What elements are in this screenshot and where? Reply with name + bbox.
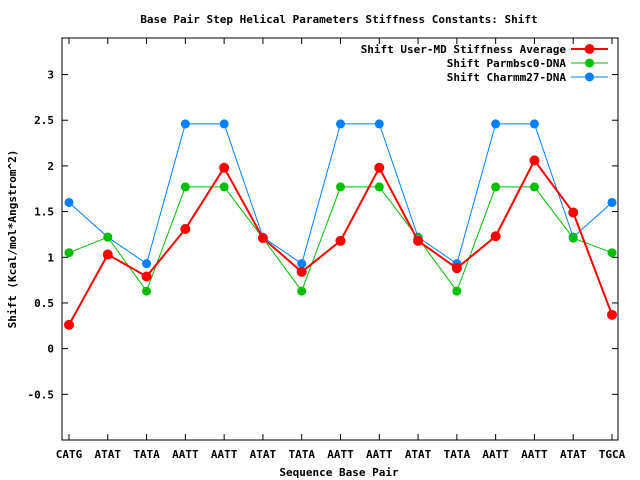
data-point (64, 197, 74, 207)
data-point (568, 233, 578, 243)
data-point (180, 182, 190, 192)
data-point (64, 248, 74, 258)
data-point (335, 235, 346, 246)
x-tick-label: TATA (133, 448, 160, 461)
x-tick-label: ATAT (405, 448, 432, 461)
x-tick-label: ATAT (250, 448, 277, 461)
x-tick-label: ATAT (560, 448, 587, 461)
data-point (413, 235, 424, 246)
data-point (64, 319, 74, 330)
data-point (219, 182, 229, 192)
data-point (374, 162, 385, 173)
data-point (336, 182, 345, 192)
data-point (257, 233, 268, 244)
x-tick-label: AATT (211, 448, 238, 461)
legend-swatch-marker (585, 58, 594, 68)
data-point (607, 197, 617, 207)
y-tick-label: -0.5 (28, 388, 55, 401)
data-point (103, 232, 113, 242)
data-point (296, 266, 307, 277)
series-3 (64, 119, 617, 269)
chart-title: Base Pair Step Helical Parameters Stiffn… (140, 13, 537, 26)
data-point (219, 119, 229, 129)
x-tick-label: TATA (288, 448, 315, 461)
x-tick-label: AATT (521, 448, 548, 461)
y-tick-label: 2.5 (34, 114, 54, 127)
y-tick-label: 0.5 (34, 297, 54, 310)
data-point (336, 119, 345, 129)
y-tick-label: 2 (47, 160, 54, 173)
legend-swatch-marker (585, 72, 594, 82)
data-point (180, 223, 191, 234)
x-tick-label: TATA (444, 448, 471, 461)
x-axis-label: Sequence Base Pair (279, 466, 399, 479)
data-point (142, 286, 152, 296)
legend-swatch-marker (584, 44, 595, 54)
x-tick-label: AATT (482, 448, 509, 461)
data-point (451, 263, 462, 274)
data-point (102, 249, 113, 260)
x-tick-label: AATT (327, 448, 354, 461)
x-axis: CATG ATAT TATA AATT AATT ATAT TATA AATT AATT ATAT… (56, 38, 626, 461)
data-point (607, 248, 617, 258)
y-tick-label: 0 (47, 343, 54, 356)
data-point (491, 119, 501, 129)
y-axis-label: Shift (Kcal/mol*Angstrom^2) (6, 150, 19, 329)
data-point (452, 286, 462, 296)
data-point (568, 207, 579, 218)
data-point (374, 182, 384, 192)
y-tick-label: 1 (47, 251, 54, 264)
y-tick-label: 1.5 (34, 206, 54, 219)
data-point (297, 259, 307, 269)
x-tick-label: AATT (172, 448, 199, 461)
data-point (607, 309, 617, 320)
data-point (219, 162, 230, 173)
x-tick-label: AATT (366, 448, 393, 461)
data-point (529, 182, 539, 192)
legend-label: Shift Charmm27-DNA (447, 71, 567, 84)
data-point (490, 231, 501, 242)
x-tick-label: TGCA (599, 448, 626, 461)
x-tick-label: CATG (56, 448, 83, 461)
series-1 (64, 155, 617, 330)
series-layer (64, 119, 617, 330)
data-point (142, 259, 152, 269)
legend-label: Shift Parmbsc0-DNA (447, 57, 567, 70)
data-point (529, 155, 540, 166)
data-point (180, 119, 190, 129)
data-point (529, 119, 539, 129)
data-point (374, 119, 384, 129)
data-point (141, 271, 152, 282)
data-point (297, 286, 307, 296)
y-tick-label: 3 (47, 69, 54, 82)
legend-label: Shift User-MD Stiffness Average (361, 43, 567, 56)
x-tick-label: ATAT (95, 448, 122, 461)
y-axis: -0.5 0 0.5 1 1.5 2 2.5 3 (28, 69, 618, 401)
data-point (491, 182, 501, 192)
